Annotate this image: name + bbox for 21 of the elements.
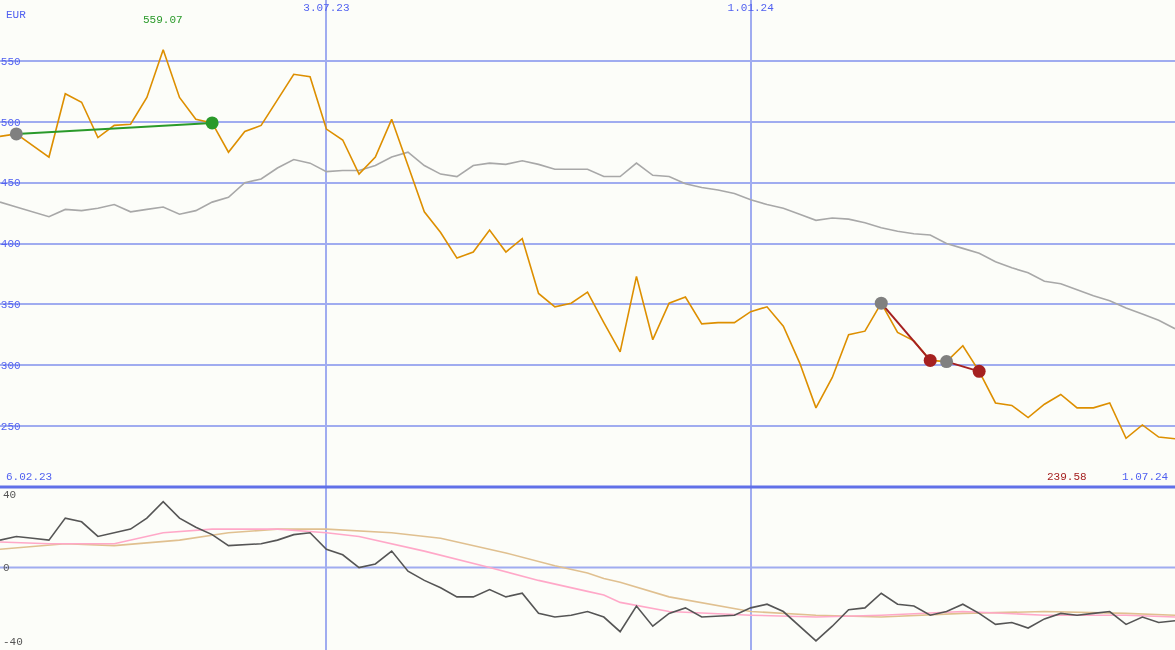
x-tick-label: 3.07.23 xyxy=(303,1,350,14)
y-tick-label: 400 xyxy=(0,238,21,251)
y-tick-label: 250 xyxy=(0,420,21,433)
line-series xyxy=(0,49,1175,440)
annotation: 6.02.23 xyxy=(6,471,53,483)
y-tick-label: 500 xyxy=(0,116,21,129)
y-tick-label: 550 xyxy=(0,55,21,68)
line-series xyxy=(0,151,1175,330)
annotation: 239.58 xyxy=(1047,471,1087,483)
y-tick-label: -40 xyxy=(3,635,23,648)
annotation: 1.07.24 xyxy=(1122,471,1169,483)
annotation: 559.07 xyxy=(143,14,183,26)
y-tick-label: 0 xyxy=(3,562,10,575)
annotation: EUR xyxy=(6,9,27,21)
y-tick-label: 450 xyxy=(0,177,21,190)
y-tick-label: 350 xyxy=(0,299,21,312)
line-series xyxy=(0,528,1175,618)
y-tick-label: 40 xyxy=(3,489,17,502)
y-tick-label: 300 xyxy=(0,360,21,373)
x-tick-label: 1.01.24 xyxy=(727,1,775,14)
point xyxy=(205,116,219,130)
